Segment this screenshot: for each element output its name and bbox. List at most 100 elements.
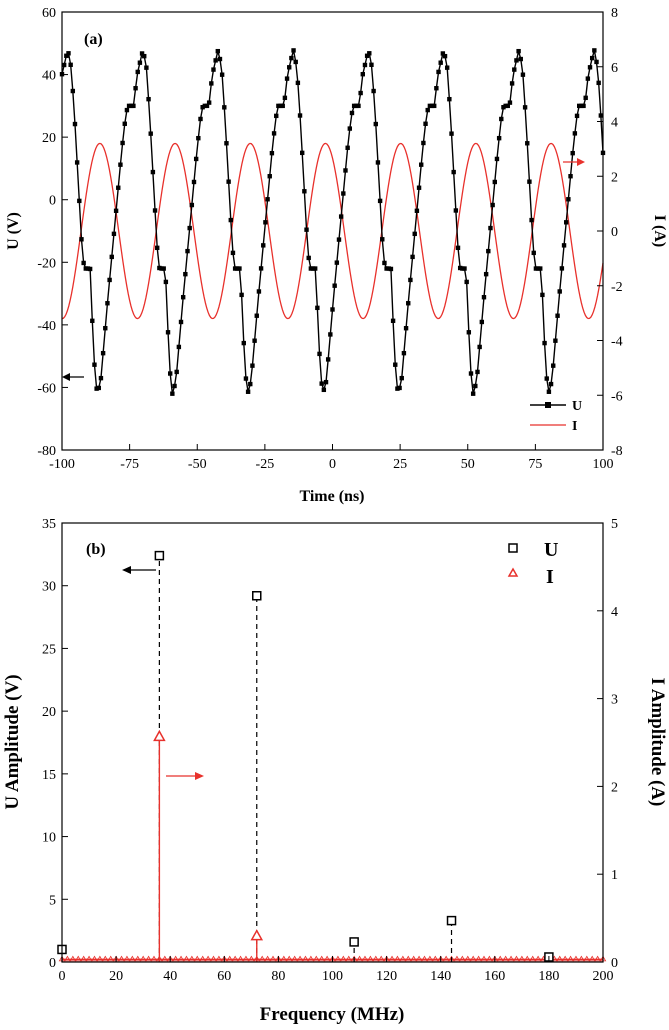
voltage-u-point — [583, 95, 588, 101]
voltage-u-point — [122, 121, 127, 126]
panel-b-y-right-tick-label: 1 — [611, 868, 618, 883]
panel-a-frame — [61, 11, 604, 451]
voltage-u-point — [548, 381, 554, 387]
voltage-u-point — [581, 103, 586, 109]
panel-a-y-right-tick-label: 4 — [611, 116, 618, 131]
voltage-u-point — [144, 65, 149, 70]
voltage-u-point — [258, 266, 264, 271]
voltage-u-point — [540, 292, 545, 298]
current-i-baseline-marker — [258, 955, 266, 962]
current-i-baseline-marker — [372, 955, 380, 962]
panel-b-y-left-tick-label: 0 — [49, 956, 56, 971]
voltage-u-point — [64, 53, 69, 58]
voltage-u-point — [574, 113, 580, 119]
current-i-baseline-marker — [534, 955, 542, 962]
panel-a-y-left-tick-label: -40 — [37, 319, 56, 334]
voltage-u-point — [462, 266, 467, 271]
current-i-baseline-marker — [318, 955, 325, 962]
voltage-u-point — [531, 250, 536, 256]
voltage-u-point — [546, 389, 552, 394]
voltage-u-point — [163, 279, 169, 285]
voltage-u-point — [87, 266, 93, 272]
panel-b-y-left-tick-label: 10 — [42, 831, 56, 846]
voltage-u-point — [412, 231, 417, 237]
voltage-u-point — [349, 110, 355, 116]
panel-b-y-left-tick-label: 5 — [49, 893, 56, 908]
panel-b-x-tick-label: 80 — [271, 969, 285, 984]
current-i-baseline-marker — [91, 955, 98, 962]
voltage-u-point — [481, 295, 487, 300]
voltage-u-point — [425, 107, 430, 113]
current-i-baseline-marker — [204, 955, 212, 962]
panel-b-y-axis-label-left: U Amplitude (V) — [2, 674, 23, 809]
panel-b-frame — [61, 522, 604, 963]
voltage-u-point — [183, 271, 188, 277]
voltage-u-point — [438, 60, 443, 65]
voltage-u-point — [388, 266, 394, 272]
current-i-baseline-marker — [193, 955, 201, 962]
voltage-u-point — [245, 389, 251, 394]
panel-a-x-tick-label: -25 — [256, 457, 275, 472]
voltage-u-point — [553, 338, 558, 343]
voltage-u-point — [505, 103, 510, 109]
current-i-baseline-marker — [69, 955, 77, 962]
panel-b-x-tick-label: 140 — [430, 969, 451, 984]
panel-a-x-tick-label: 75 — [528, 457, 542, 472]
voltage-u-point — [518, 56, 523, 62]
voltage-u-point — [174, 369, 179, 375]
panel-b-y-right-tick-label: 4 — [611, 605, 618, 620]
current-i-baseline-marker — [291, 955, 298, 962]
panel-b-x-ticks: 0 20 40 60 80 100 120 140 160 180 200 — [59, 956, 614, 984]
current-i-baseline-marker — [594, 955, 601, 962]
voltage-u-point — [477, 344, 482, 350]
voltage-u-point — [304, 227, 309, 232]
voltage-u-point — [252, 338, 257, 343]
current-i-baseline-marker — [361, 955, 369, 962]
voltage-u-point — [479, 319, 485, 325]
voltage-u-point — [265, 197, 270, 202]
voltage-u-point — [135, 69, 140, 75]
panel-b-x-tick-label: 0 — [59, 969, 66, 984]
panel-b-x-tick-label: 180 — [538, 969, 559, 984]
panel-a-label: (a) — [84, 31, 103, 48]
voltage-u-point — [170, 391, 175, 396]
voltage-u-point — [133, 86, 138, 91]
current-i-baseline-marker — [285, 955, 293, 962]
voltage-u-point — [284, 76, 290, 81]
voltage-u-point — [369, 62, 374, 67]
voltage-u-point — [312, 266, 318, 271]
voltage-u-point — [243, 376, 249, 381]
current-i-baseline-marker — [242, 955, 250, 962]
current-i-baseline-marker — [588, 955, 596, 962]
voltage-u-point — [499, 116, 504, 122]
voltage-u-point — [490, 202, 495, 208]
panel-b-y-left-tick-label: 25 — [42, 642, 56, 657]
current-i-baseline-marker — [134, 955, 142, 962]
panel-a-y-right-tick-label: -8 — [611, 444, 623, 459]
voltage-u-point — [124, 107, 130, 113]
voltage-u-point — [382, 260, 387, 266]
voltage-u-point — [332, 283, 337, 288]
voltage-u-point — [239, 292, 244, 298]
voltage-u-point — [561, 243, 567, 248]
current-i-baseline-marker — [64, 955, 71, 962]
voltage-u-point — [464, 279, 469, 285]
panel-a-x-tick-label: -100 — [49, 457, 75, 472]
voltage-u-point — [113, 208, 119, 213]
voltage-u-point — [551, 363, 556, 368]
voltage-u-point — [509, 81, 515, 86]
panel-b-y-right-tick-label: 0 — [611, 956, 618, 971]
voltage-u-point — [358, 90, 363, 96]
voltage-u-point — [291, 48, 296, 53]
panel-b-y-right-tick-label: 5 — [611, 517, 618, 532]
panel-a-legend-i-label: I — [572, 419, 577, 434]
voltage-u-point — [475, 369, 480, 375]
voltage-u-point — [323, 379, 329, 385]
voltage-u-point — [196, 135, 201, 141]
panel-a-x-axis-label: Time (ns) — [299, 488, 364, 505]
voltage-u-point — [496, 135, 502, 141]
voltage-u-point — [440, 51, 446, 56]
current-i-baseline-marker — [129, 955, 136, 962]
current-i-baseline-marker — [399, 955, 407, 962]
current-i-baseline-marker — [475, 955, 482, 962]
